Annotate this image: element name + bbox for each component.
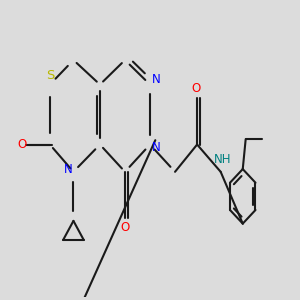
Text: NH: NH — [214, 153, 232, 166]
Text: N: N — [152, 141, 161, 154]
Text: S: S — [46, 69, 54, 82]
Text: N: N — [64, 163, 73, 176]
Text: N: N — [152, 73, 161, 85]
Text: O: O — [120, 221, 130, 234]
Text: O: O — [191, 82, 200, 95]
Text: O: O — [17, 138, 26, 151]
